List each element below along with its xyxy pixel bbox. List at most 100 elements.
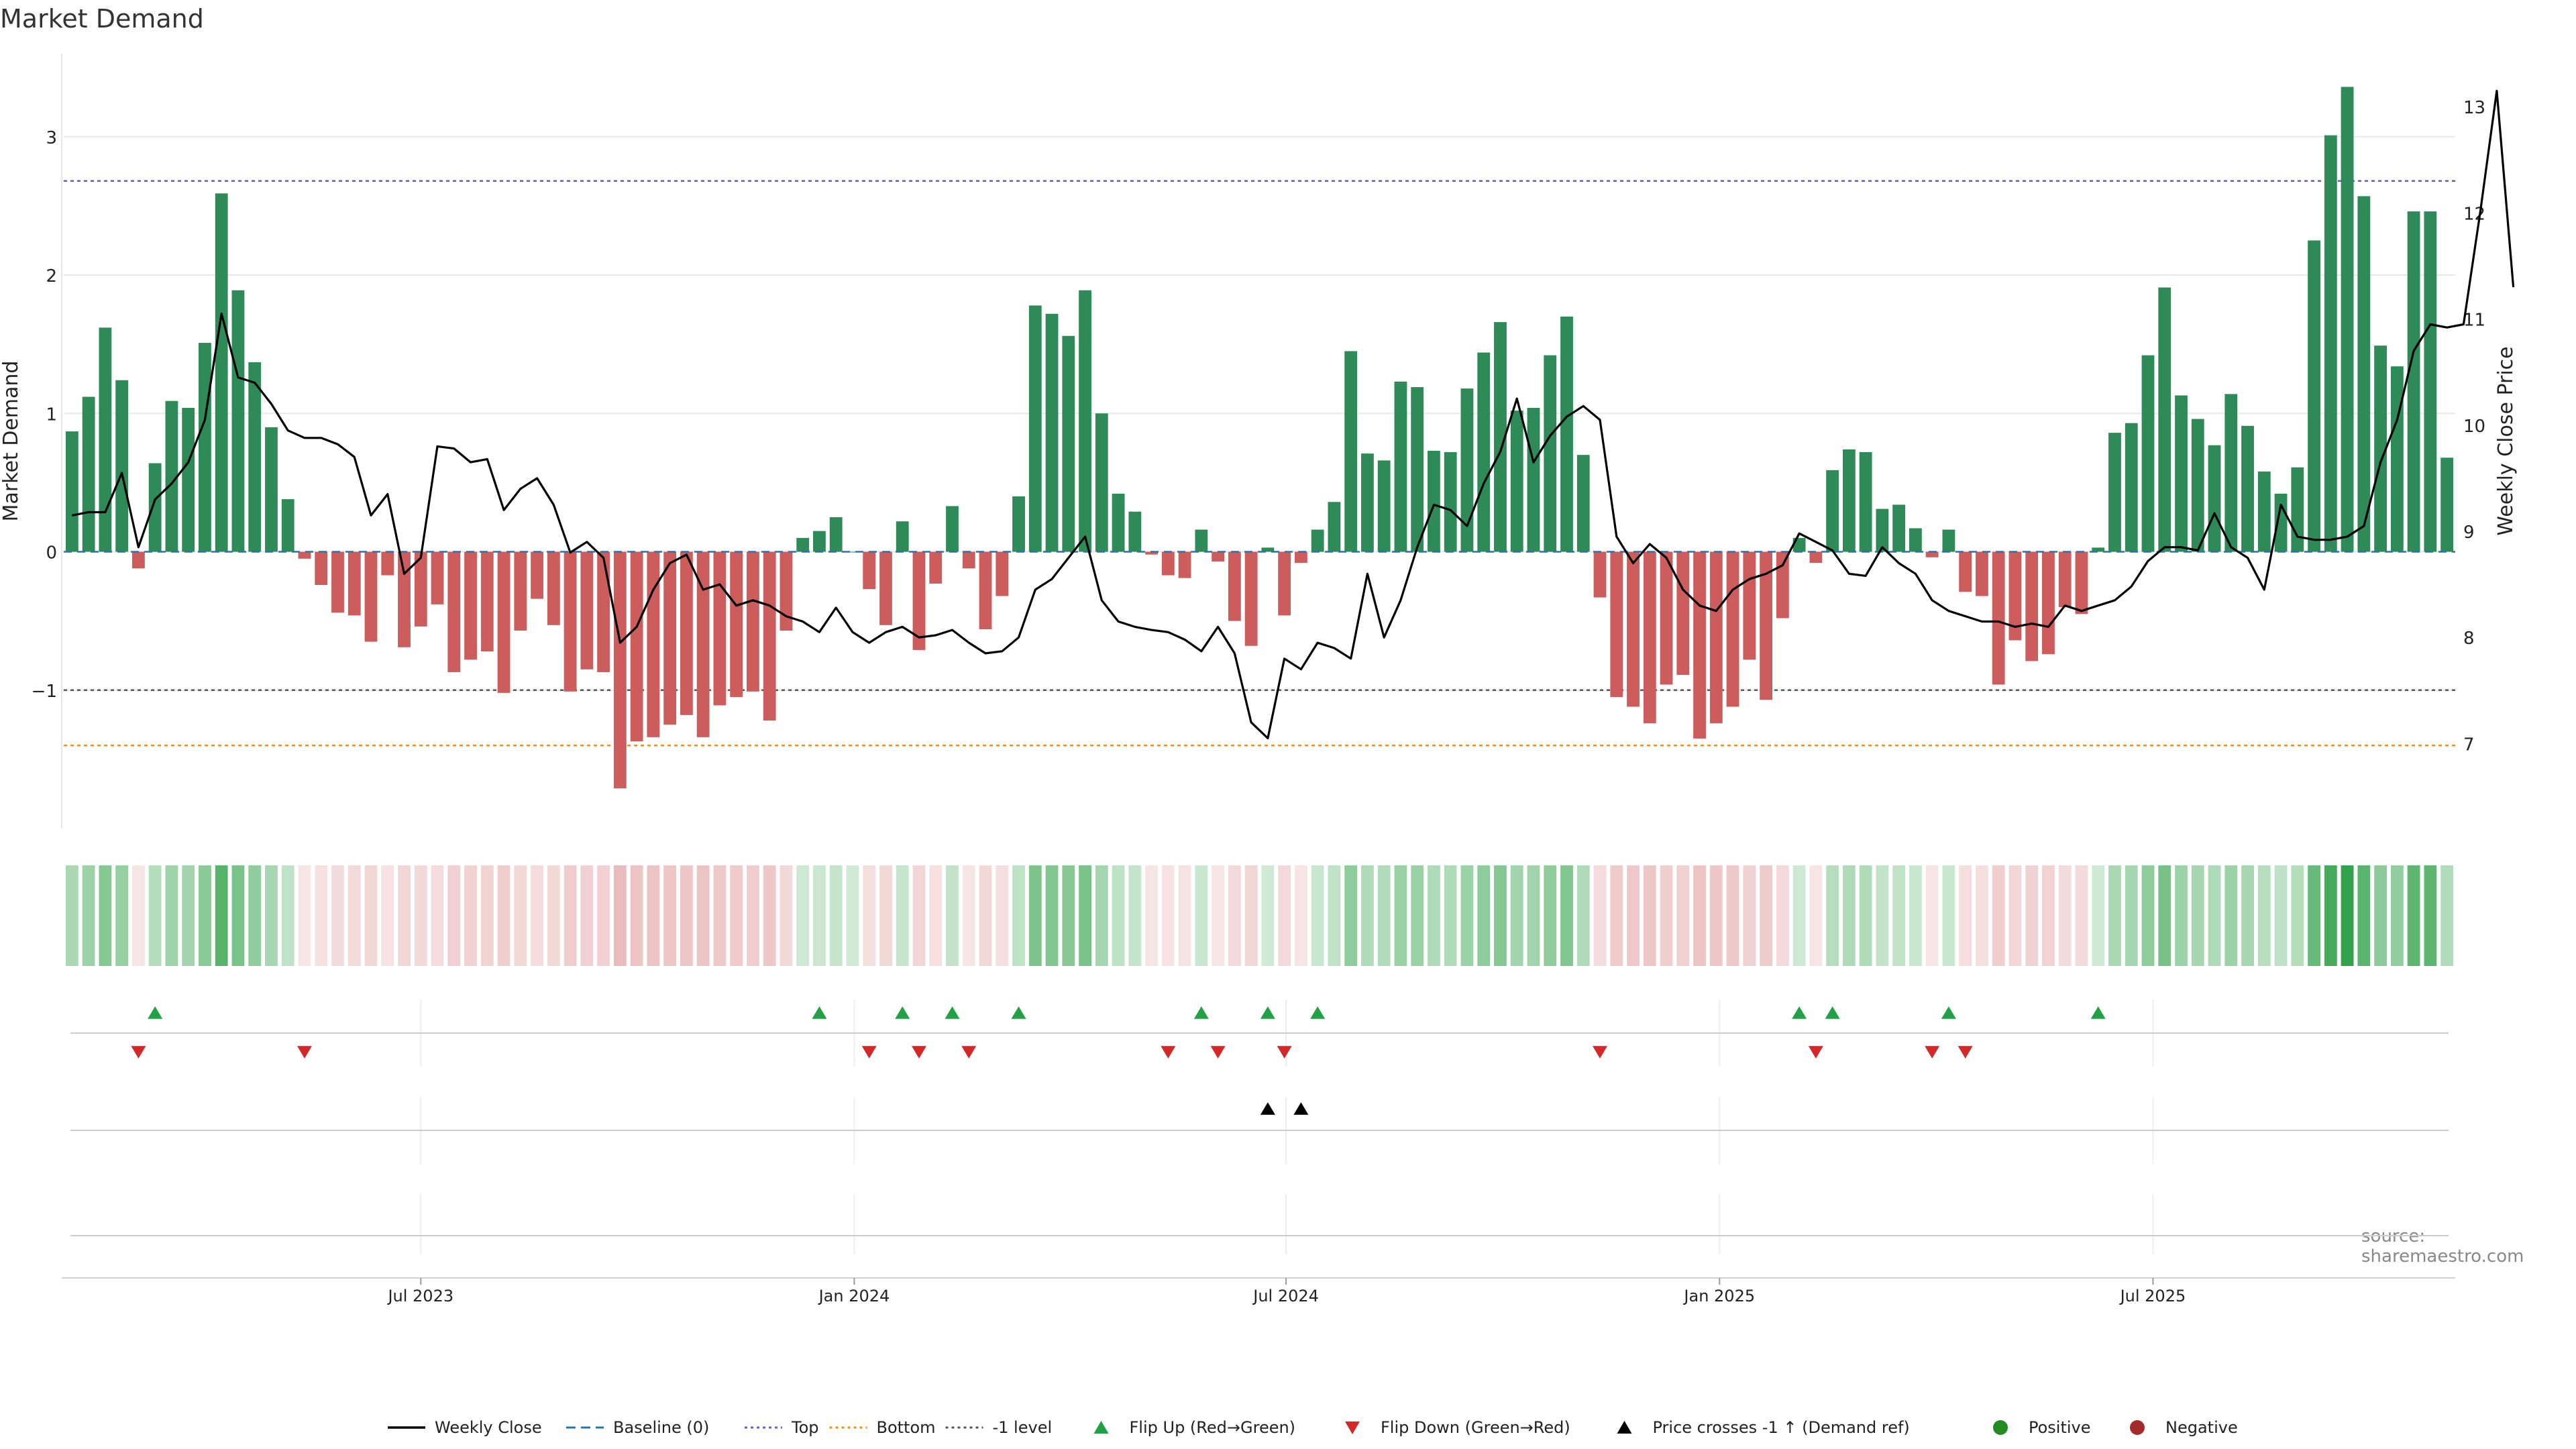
heat-strip-cell: [1560, 865, 1573, 966]
demand-bar: [414, 551, 427, 627]
demand-bar: [447, 551, 461, 672]
heat-strip-cell: [1959, 865, 1972, 966]
heat-strip-cell: [613, 865, 627, 966]
demand-bar: [2191, 419, 2204, 552]
legend-label: Price crosses -1 ↑ (Demand ref): [1653, 1418, 1910, 1437]
demand-bar: [1328, 502, 1341, 552]
demand-bar: [780, 551, 793, 631]
heat-strip-cell: [1909, 865, 1922, 966]
demand-bar: [1925, 551, 1939, 557]
heat-strip-cell: [65, 865, 78, 966]
heat-strip-cell: [1726, 865, 1739, 966]
demand-bar: [2175, 395, 2188, 552]
demand-bar: [2390, 366, 2404, 552]
y-tick-label: 0: [46, 543, 57, 564]
heat-strip-cell: [2208, 865, 2221, 966]
demand-bar: [2241, 425, 2254, 552]
heat-strip-cell: [996, 865, 1009, 966]
demand-bar: [946, 506, 959, 552]
heat-strip-cell: [663, 865, 677, 966]
legend-label: Positive: [2029, 1418, 2091, 1437]
demand-bar: [1045, 313, 1059, 552]
x-tick-label: Jan 2025: [1682, 1287, 1755, 1305]
heat-strip-cell: [580, 865, 594, 966]
heat-strip-cell: [1743, 865, 1756, 966]
heat-strip-cell: [531, 865, 543, 966]
legend-swatch-triangle-down: [1345, 1421, 1360, 1434]
heat-strip-cell: [1477, 865, 1491, 966]
demand-bar: [1178, 551, 1191, 578]
heat-strip-cell: [1128, 865, 1142, 966]
demand-bar: [2075, 551, 2088, 614]
demand-bar: [2424, 211, 2437, 552]
heat-strip-cell: [2308, 865, 2320, 966]
y-tick-label: −1: [32, 682, 57, 702]
legend-item: Positive: [1993, 1418, 2091, 1437]
demand-bar: [863, 551, 876, 590]
heat-strip-cell: [115, 865, 129, 966]
heat-strip-cell: [464, 865, 477, 966]
demand-bar: [829, 517, 843, 552]
heat-strip-cell: [1676, 865, 1690, 966]
demand-bar: [1826, 470, 1839, 552]
demand-bar: [464, 551, 477, 660]
demand-bar: [2008, 551, 2022, 641]
heat-strip-cell: [298, 865, 311, 966]
heat-strip-cell: [2058, 865, 2072, 966]
demand-bar: [2308, 240, 2320, 552]
heat-strip-cell: [747, 865, 759, 966]
demand-bar: [1660, 551, 1673, 685]
heat-strip-cell: [2424, 865, 2437, 966]
demand-bar: [1676, 551, 1690, 676]
demand-bar: [265, 427, 278, 552]
demand-bar: [1012, 496, 1025, 552]
flip-down-marker: [861, 1046, 877, 1059]
demand-bar: [2357, 196, 2371, 552]
heat-strip-cell: [946, 865, 959, 966]
heat-strip-cell: [82, 865, 95, 966]
demand-bar: [1460, 388, 1474, 552]
heat-strip-cell: [1278, 865, 1291, 966]
demand-bar: [564, 551, 577, 692]
demand-bar: [480, 551, 494, 651]
demand-bar: [1743, 551, 1756, 660]
demand-bar: [1959, 551, 1972, 592]
demand-bar: [315, 551, 328, 585]
flip-up-marker: [812, 1006, 827, 1019]
demand-bar: [82, 396, 95, 552]
demand-bar: [231, 290, 245, 552]
y2-tick-label: 8: [2463, 629, 2475, 649]
demand-bar: [1593, 551, 1607, 598]
demand-bar: [979, 551, 992, 629]
heat-strip-cell: [398, 865, 411, 966]
demand-bar: [1112, 493, 1125, 552]
demand-bar: [1859, 452, 1872, 552]
heat-strip-cell: [2241, 865, 2254, 966]
y2-tick-label: 13: [2463, 98, 2485, 118]
demand-bar: [298, 551, 311, 559]
heat-strip-cell: [99, 865, 112, 966]
legend-label: Baseline (0): [613, 1418, 709, 1437]
heat-strip-cell: [1892, 865, 1906, 966]
legend-item: Price crosses -1 ↑ (Demand ref): [1617, 1418, 1910, 1437]
legend-label: Top: [791, 1418, 819, 1437]
x-tick-label: Jul 2023: [386, 1287, 453, 1305]
demand-bar: [663, 551, 677, 725]
demand-bar: [2440, 458, 2454, 552]
demand-bar: [215, 193, 228, 552]
flip-up-marker: [895, 1006, 910, 1019]
heat-strip-cell: [1377, 865, 1391, 966]
heat-strip-cell: [2108, 865, 2121, 966]
heat-strip-cell: [780, 865, 793, 966]
demand-bar: [647, 551, 660, 737]
flip-up-marker: [1825, 1006, 1840, 1019]
demand-bar: [1294, 551, 1307, 563]
legend-swatch-triangle-up: [1093, 1421, 1109, 1434]
demand-bar: [1643, 551, 1656, 724]
demand-bar: [99, 327, 112, 552]
demand-bar: [747, 551, 759, 692]
demand-bar: [2407, 211, 2420, 552]
heat-strip-cell: [929, 865, 943, 966]
heat-strip-cell: [2257, 865, 2271, 966]
